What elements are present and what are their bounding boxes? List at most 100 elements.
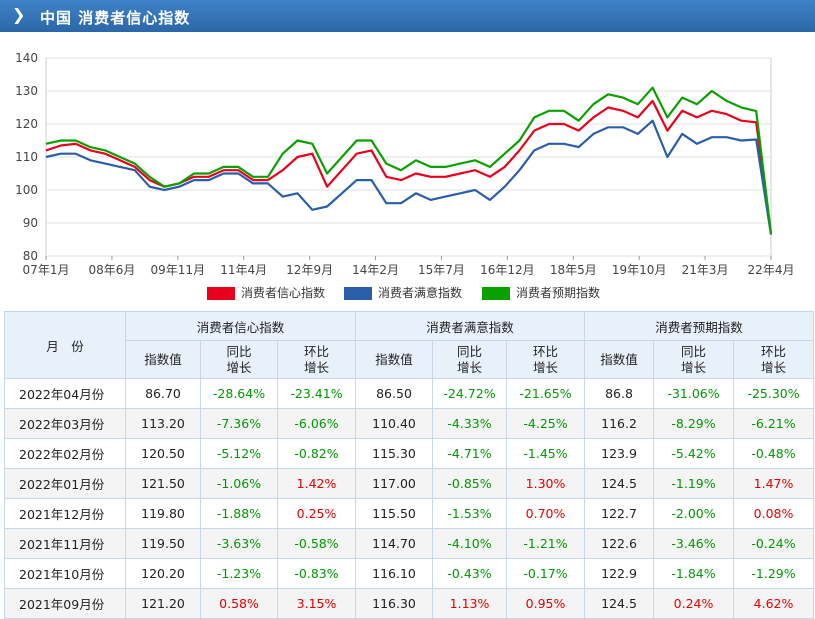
table-row: 2022年03月份 113.20 -7.36% -6.06% 110.40 -4.33% -… [4,408,815,439]
sub-header: 指数值 [355,340,434,379]
index-value-cell: 119.50 [125,528,201,559]
legend-item-satisfaction[interactable]: 消费者满意指数 [344,283,462,303]
yoy-cell: -0.85% [432,468,508,499]
y-tick-label: 80 [23,249,38,263]
sub-header: 同比 增长 [432,340,508,379]
month-cell: 2021年10月份 [4,558,126,589]
index-value-cell: 121.50 [125,468,201,499]
line-chart: 80 90 100 110 120 130 140 07年1月 08年6月 09年11月 11年4月… [15,51,795,277]
yoy-cell: -5.42% [653,438,735,469]
yoy-cell: -1.23% [200,558,278,589]
series-line-0 [45,99,773,235]
sub-header: 环比 增长 [733,340,815,379]
legend-item-expectation[interactable]: 消费者预期指数 [482,283,600,303]
sub-header: 指数值 [584,340,655,379]
yoy-cell: 0.58% [200,588,278,619]
yoy-cell: -24.72% [432,378,508,409]
yoy-cell: 1.13% [432,588,508,619]
yoy-cell: 0.24% [653,588,735,619]
sub-header: 环比 增长 [276,340,357,379]
chart-legend: 消费者信心指数 消费者满意指数 消费者预期指数 [0,283,815,303]
index-value-cell: 86.50 [355,378,434,409]
yoy-cell: -7.36% [200,408,278,439]
mom-cell: -0.17% [506,558,586,589]
mom-cell: -6.06% [276,408,357,439]
yoy-cell: -1.19% [653,468,735,499]
mom-cell: 0.08% [733,498,815,529]
mom-cell: 4.62% [733,588,815,619]
month-cell: 2022年04月份 [4,378,126,409]
index-value-cell: 86.70 [125,378,201,409]
sub-header: 指数值 [125,340,201,379]
index-value-cell: 115.50 [355,498,434,529]
index-value-cell: 115.30 [355,438,434,469]
month-cell: 2021年12月份 [4,498,126,529]
mom-cell: -0.83% [276,558,357,589]
month-cell: 2022年03月份 [4,408,126,439]
mom-cell: -23.41% [276,378,357,409]
sub-header: 同比 增长 [200,340,278,379]
x-tick-label: 15年7月 [418,263,465,277]
yoy-cell: -4.71% [432,438,508,469]
index-value-cell: 122.9 [584,558,655,589]
y-tick-label: 120 [15,117,38,131]
x-tick-label: 21年3月 [682,263,729,277]
mom-cell: 1.47% [733,468,815,499]
index-value-cell: 124.5 [584,588,655,619]
yoy-cell: -8.29% [653,408,735,439]
x-tick-label: 19年10月 [612,263,667,277]
table-row: 2021年10月份 120.20 -1.23% -0.83% 116.10 -0.43% -… [4,558,815,589]
month-cell: 2022年02月份 [4,438,126,469]
yoy-cell: -3.46% [653,528,735,559]
y-tick-label: 140 [15,51,38,65]
month-cell: 2022年01月份 [4,468,126,499]
legend-swatch [207,287,235,300]
mom-cell: -21.65% [506,378,586,409]
x-tick-label: 08年6月 [88,263,135,277]
index-value-cell: 116.2 [584,408,655,439]
group-header: 消费者预期指数 [584,311,815,341]
mom-cell: -4.25% [506,408,586,439]
y-tick-label: 90 [23,216,38,230]
mom-cell: -1.21% [506,528,586,559]
table-row: 2022年02月份 120.50 -5.12% -0.82% 115.30 -4.71% -… [4,438,815,469]
mom-cell: -0.82% [276,438,357,469]
index-value-cell: 123.9 [584,438,655,469]
legend-item-confidence[interactable]: 消费者信心指数 [207,283,325,303]
index-value-cell: 124.5 [584,468,655,499]
table-row: 2021年12月份 119.80 -1.88% 0.25% 115.50 -1.53% 0.… [4,498,815,529]
x-tick-label: 11年4月 [220,263,267,277]
page-title: 中国 消费者信心指数 [40,9,191,27]
mom-cell: -0.24% [733,528,815,559]
yoy-cell: -31.06% [653,378,735,409]
y-tick-label: 100 [15,183,38,197]
index-value-cell: 120.20 [125,558,201,589]
yoy-cell: -1.53% [432,498,508,529]
legend-label: 消费者信心指数 [241,286,326,300]
index-value-cell: 120.50 [125,438,201,469]
mom-cell: -25.30% [733,378,815,409]
group-header: 消费者满意指数 [355,311,586,341]
yoy-cell: -1.84% [653,558,735,589]
mom-cell: -1.29% [733,558,815,589]
index-value-cell: 110.40 [355,408,434,439]
mom-cell: -6.21% [733,408,815,439]
mom-cell: -0.48% [733,438,815,469]
yoy-cell: -1.88% [200,498,278,529]
chevron-right-icon[interactable]: ❯ [12,5,26,24]
title-bar: ❯ 中国 消费者信心指数 [0,0,815,32]
index-value-cell: 113.20 [125,408,201,439]
x-tick-label: 22年4月 [748,263,795,277]
mom-cell: 0.95% [506,588,586,619]
mom-cell: -0.58% [276,528,357,559]
table-row: 2022年04月份 86.70 -28.64% -23.41% 86.50 -24.72%… [4,378,815,409]
legend-label: 消费者预期指数 [516,286,601,300]
yoy-cell: -4.10% [432,528,508,559]
series-line-2 [45,86,773,234]
x-tick-label: 07年1月 [23,263,70,277]
table-row: 2022年01月份 121.50 -1.06% 1.42% 117.00 -0.85% 1.… [4,468,815,499]
index-value-cell: 122.6 [584,528,655,559]
index-value-cell: 116.10 [355,558,434,589]
table-row: 2021年11月份 119.50 -3.63% -0.58% 114.70 -4.10% -… [4,528,815,559]
group-header: 消费者信心指数 [124,311,357,341]
